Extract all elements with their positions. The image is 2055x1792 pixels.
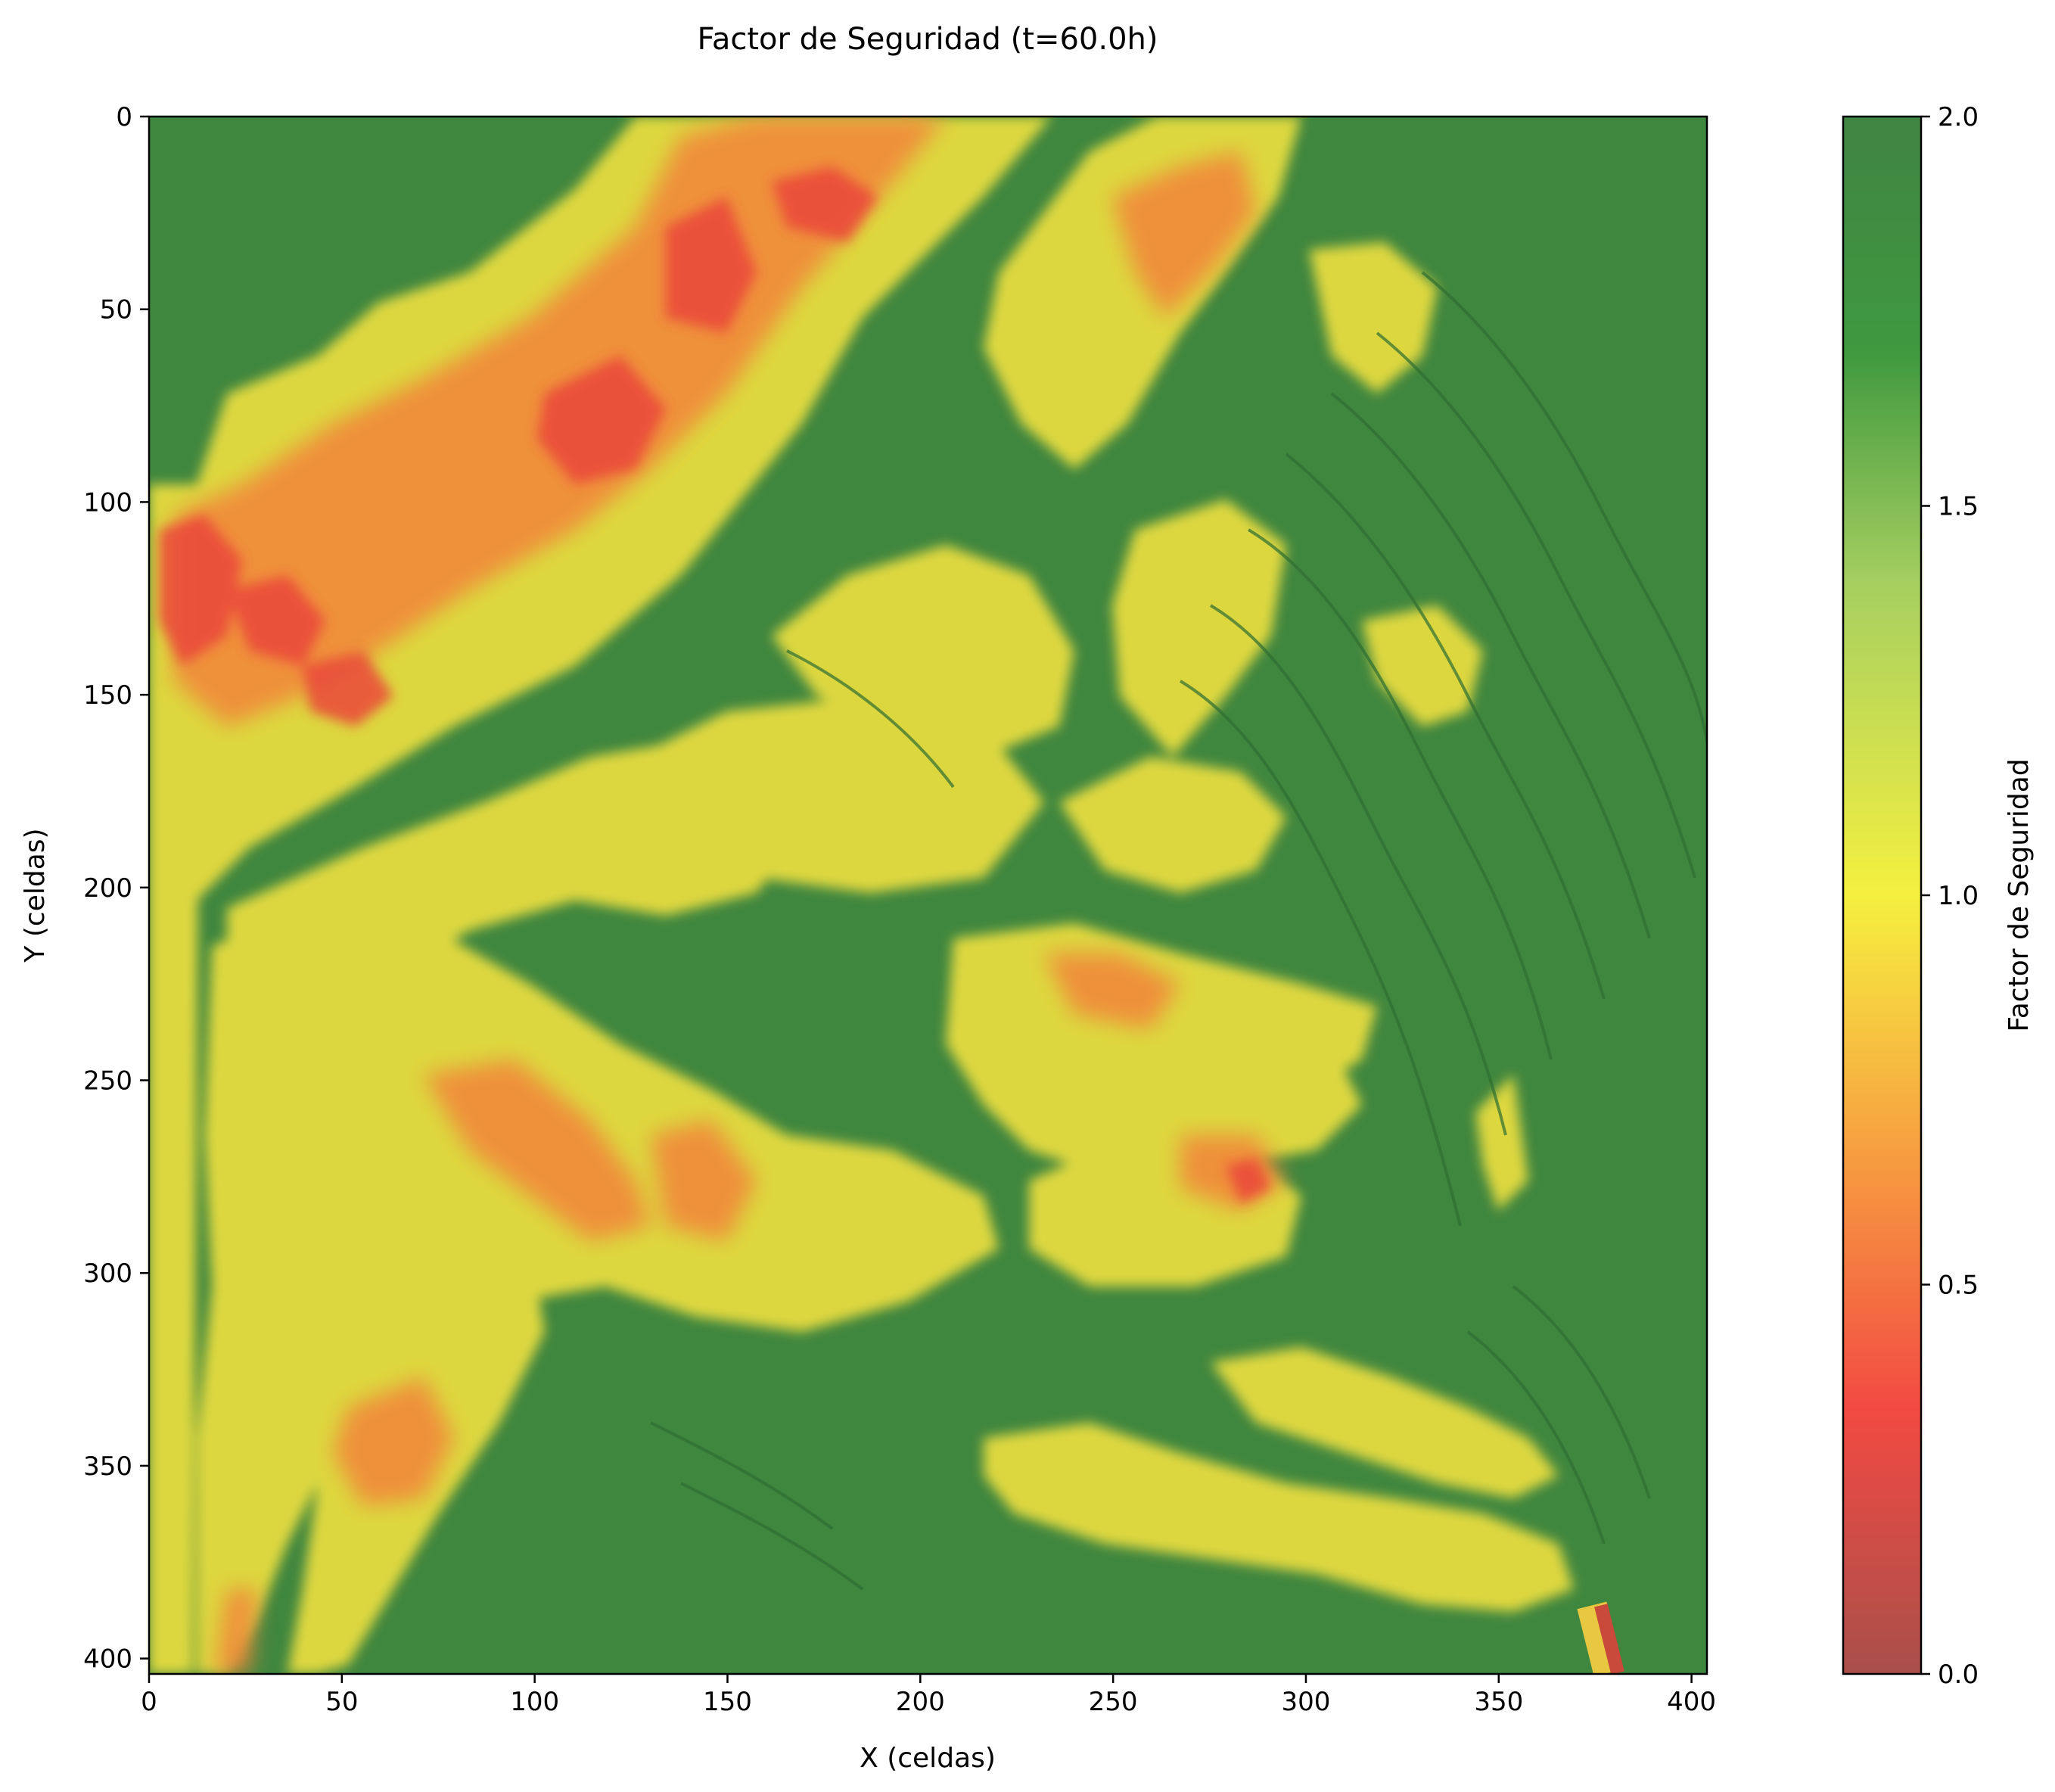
x-tick-label: 150 — [703, 1687, 752, 1717]
colorbar-tick-label: 1.0 — [1938, 881, 1979, 911]
colorbar-tick-label: 2.0 — [1938, 102, 1979, 132]
y-tick-label: 300 — [83, 1258, 132, 1289]
x-axis: 0 50 100 150 200 250 300 350 400 — [141, 1674, 1716, 1717]
x-tick-label: 50 — [325, 1687, 358, 1717]
edge-strip-red — [1594, 1604, 1624, 1674]
colorbar-axis: 0.0 0.5 1.0 1.5 2.0 — [1921, 102, 1979, 1690]
y-axis: 0 50 100 150 200 250 300 350 400 — [83, 102, 149, 1675]
x-tick-label: 0 — [141, 1687, 157, 1717]
critical-zones — [159, 166, 1271, 1203]
y-tick-label: 100 — [83, 487, 132, 518]
x-tick-label: 200 — [896, 1687, 945, 1717]
x-axis-label: X (celdas) — [860, 1743, 996, 1774]
colorbar-tick-label: 0.5 — [1938, 1271, 1979, 1301]
chart-title: Factor de Seguridad (t=60.0h) — [697, 22, 1158, 57]
colorbar-label: Factor de Seguridad — [2004, 758, 2035, 1031]
y-tick-label: 350 — [83, 1451, 132, 1482]
y-tick-label: 50 — [100, 295, 132, 325]
plot-frame — [148, 115, 1708, 1675]
y-tick-label: 150 — [83, 680, 132, 711]
colorbar-tick-label: 0.0 — [1938, 1660, 1979, 1690]
y-axis-label: Y (celdas) — [20, 828, 51, 963]
y-tick-label: 250 — [83, 1066, 132, 1097]
x-tick-label: 250 — [1089, 1687, 1138, 1717]
contour-lines — [650, 271, 1707, 1591]
x-tick-label: 100 — [510, 1687, 559, 1717]
colorbar-tick-label: 1.5 — [1938, 492, 1979, 522]
colorbar — [1842, 115, 1923, 1675]
y-tick-label: 400 — [83, 1644, 132, 1675]
heatmap — [149, 117, 1707, 1674]
y-tick-label: 0 — [116, 102, 132, 132]
x-tick-label: 400 — [1667, 1687, 1716, 1717]
x-tick-label: 300 — [1282, 1687, 1331, 1717]
y-tick-label: 200 — [83, 873, 132, 904]
x-tick-label: 350 — [1474, 1687, 1523, 1717]
